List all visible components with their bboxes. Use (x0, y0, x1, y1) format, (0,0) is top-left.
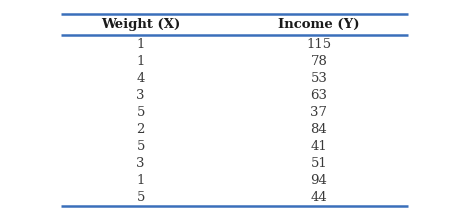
Text: 41: 41 (310, 140, 327, 153)
Text: 5: 5 (136, 106, 145, 119)
Text: 3: 3 (136, 157, 145, 170)
Text: 63: 63 (310, 89, 327, 102)
Text: 2: 2 (136, 123, 145, 136)
Text: Income (Y): Income (Y) (278, 18, 360, 31)
Text: 115: 115 (306, 38, 332, 51)
Text: 53: 53 (310, 72, 327, 85)
Text: 51: 51 (310, 157, 327, 170)
Text: 84: 84 (310, 123, 327, 136)
Text: 5: 5 (136, 140, 145, 153)
Text: 1: 1 (136, 38, 145, 51)
Text: 4: 4 (136, 72, 145, 85)
Text: 44: 44 (310, 191, 327, 204)
Text: 1: 1 (136, 55, 145, 68)
Text: 94: 94 (310, 174, 327, 187)
Text: 1: 1 (136, 174, 145, 187)
Text: 78: 78 (310, 55, 327, 68)
Text: Weight (X): Weight (X) (101, 18, 180, 31)
Text: 37: 37 (310, 106, 327, 119)
Text: 3: 3 (136, 89, 145, 102)
Text: 5: 5 (136, 191, 145, 204)
